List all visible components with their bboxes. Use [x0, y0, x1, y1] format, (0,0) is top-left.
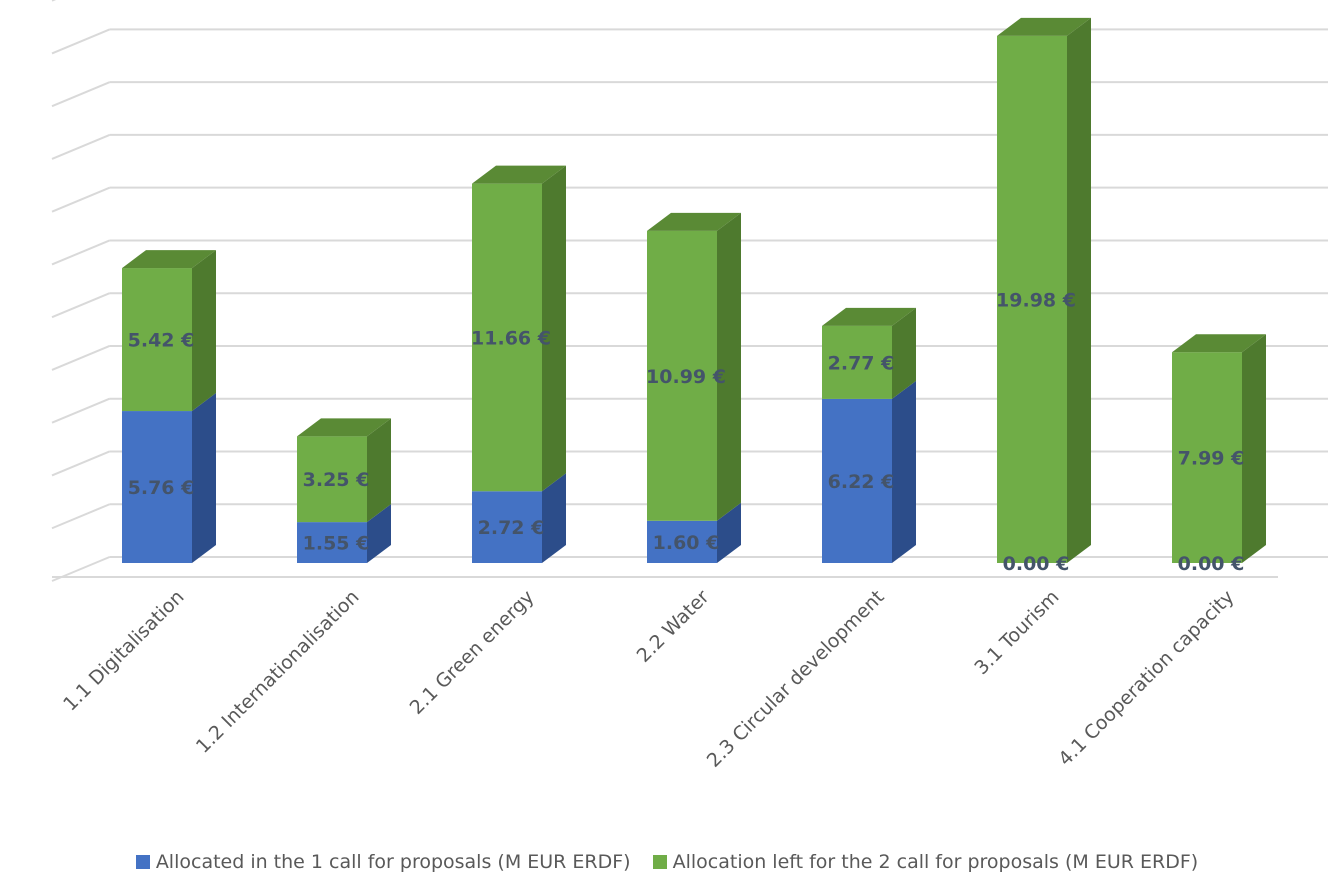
bar-segment-allocated [122, 393, 216, 563]
bar-front-face [997, 35, 1067, 563]
data-label-allocated: 1.55 € [303, 533, 370, 555]
bar-front-face [297, 436, 367, 523]
category-label: 2.3 Circular development [703, 586, 889, 772]
bar-segment-left [647, 212, 741, 521]
bar-front-face [297, 522, 367, 563]
bar-top-face [472, 165, 566, 184]
bar-segment-left [472, 165, 566, 492]
bar-side-face [1067, 17, 1091, 563]
bar-segment-allocated [822, 380, 916, 563]
category-label: 3.1 Tourism [970, 586, 1063, 679]
bar-side-face [367, 418, 391, 523]
gridline-diagonal [51, 239, 110, 266]
bar-front-face [647, 230, 717, 521]
data-label-left: 2.77 € [828, 352, 895, 374]
bar-top-face [297, 418, 391, 437]
gridline-diagonal [51, 133, 110, 160]
bar-segment-left [122, 250, 216, 412]
data-labels: 5.76 € 5.42 € 1.55 € 3.25 € 2.72 € 11.66 € 1.6… [128, 289, 1245, 575]
data-label-left: 3.25 € [303, 469, 370, 491]
bar-side-face [192, 250, 216, 412]
bar-top-face [122, 250, 216, 269]
legend-label-left: Allocation left for the 2 call for propo… [672, 851, 1199, 873]
bar-side-face [542, 165, 566, 492]
bar-segment-allocated [647, 502, 741, 563]
bar-side-face [192, 393, 216, 563]
bar-segment-left [297, 418, 391, 523]
data-label-allocated: 0.00 € [1178, 553, 1245, 575]
data-label-left: 19.98 € [996, 289, 1076, 311]
bar-side-face [717, 502, 741, 563]
bar-top-face [1172, 334, 1266, 353]
bar-segment-left [1172, 334, 1266, 563]
category-label: 2.1 Green energy [406, 586, 539, 719]
bar-top-face [997, 17, 1091, 36]
bar-front-face [822, 398, 892, 563]
gridline-diagonal [51, 81, 110, 108]
bar-side-face [717, 212, 741, 521]
category-axis-labels: 1.1 Digitalisation 1.2 Internationalisati… [59, 586, 1238, 772]
legend-label-allocated: Allocated in the 1 call for proposals (M… [155, 851, 631, 873]
category-label: 4.1 Cooperation capacity [1054, 586, 1238, 770]
bars [122, 17, 1266, 563]
bar-front-face [647, 520, 717, 563]
legend-item-left: Allocation left for the 2 call for propo… [652, 851, 1199, 873]
gridline-diagonal [51, 397, 110, 424]
data-label-left: 10.99 € [646, 366, 726, 388]
bar-top-face [647, 212, 741, 231]
bar-segment-allocated [472, 473, 566, 563]
bar-front-face [472, 183, 542, 492]
data-label-left: 5.42 € [128, 330, 195, 352]
bar-front-face [822, 325, 892, 399]
data-label-allocated: 5.76 € [128, 477, 195, 499]
bar-front-face [122, 268, 192, 412]
data-label-allocated: 6.22 € [828, 471, 895, 493]
bar-side-face [367, 504, 391, 563]
bar-side-face [542, 473, 566, 563]
legend-swatch-allocated [135, 855, 150, 869]
data-label-left: 7.99 € [1178, 448, 1245, 470]
bar-front-face [1172, 352, 1242, 563]
stacked-bar-chart: 5.76 € 5.42 € 1.55 € 3.25 € 2.72 € 11.66 € 1.6… [51, 0, 1328, 772]
bar-side-face [892, 380, 916, 563]
category-label: 1.2 Internationalisation [192, 586, 364, 758]
gridline-diagonal [51, 28, 110, 55]
bar-front-face [472, 491, 542, 563]
bar-top-face [822, 307, 916, 326]
gridline-diagonal [51, 0, 57, 2]
gridline-diagonal [51, 345, 110, 371]
legend: Allocated in the 1 call for proposals (M… [0, 849, 1334, 875]
bar-segment-left [822, 307, 916, 399]
gridline-diagonal [51, 292, 110, 319]
gridline-diagonal [51, 450, 110, 477]
bar-side-face [1242, 334, 1266, 563]
bar-side-face [892, 307, 916, 399]
data-label-allocated: 1.60 € [653, 532, 720, 554]
data-label-allocated: 2.72 € [478, 517, 545, 539]
bar-front-face [122, 411, 192, 563]
gridline-diagonal [51, 186, 110, 213]
legend-swatch-left [652, 855, 667, 869]
legend-item-allocated: Allocated in the 1 call for proposals (M… [135, 851, 631, 873]
data-label-left: 11.66 € [471, 327, 551, 349]
bar-segment-left [997, 17, 1091, 563]
gridline-diagonal [51, 503, 110, 530]
bar-segment-allocated [297, 504, 391, 563]
data-label-allocated: 0.00 € [1003, 553, 1070, 575]
category-label: 2.2 Water [633, 586, 714, 667]
category-label: 1.1 Digitalisation [59, 586, 188, 715]
